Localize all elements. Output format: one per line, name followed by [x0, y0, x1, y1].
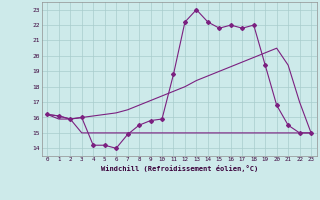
- X-axis label: Windchill (Refroidissement éolien,°C): Windchill (Refroidissement éolien,°C): [100, 165, 258, 172]
